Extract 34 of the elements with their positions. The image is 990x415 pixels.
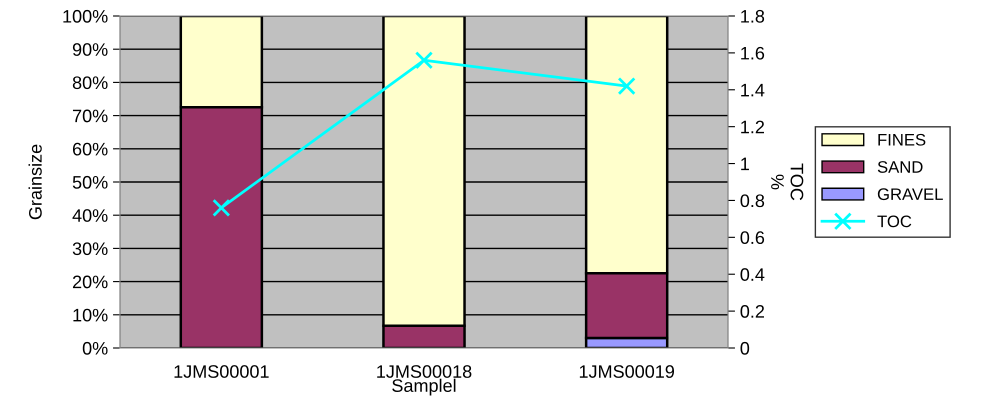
y-tick-label: 50%: [72, 176, 108, 189]
y-tick-label: 100%: [63, 10, 108, 23]
y-tick-label: 60%: [72, 142, 108, 156]
legend-label: SAND: [878, 161, 923, 173]
point: [414, 51, 434, 70]
y2-tick-label: 0.6: [740, 231, 764, 244]
y-axis-title: Grainsize: [28, 144, 42, 220]
y2-tick-label: 1: [741, 158, 749, 170]
y2-tick-label: 0: [740, 342, 750, 355]
legend-label: GRAVEL: [878, 188, 943, 200]
y2-axis-title: TOC %: [771, 164, 804, 200]
x-tick-label: 1JMS00019: [580, 365, 674, 378]
y-tick-label: 80%: [72, 76, 108, 90]
y2-tick-label: 0.2: [740, 305, 764, 318]
y2-tick-label: 0.4: [740, 268, 764, 281]
legend-label: FINES: [878, 134, 926, 146]
legend-label: TOC: [877, 215, 912, 228]
y2-tick-label: 1.6: [741, 46, 764, 60]
y-tick-label: 20%: [72, 276, 108, 288]
point: [618, 77, 636, 96]
y2-tick-label: 0.8: [740, 194, 764, 208]
point: [212, 198, 230, 217]
y-tick-label: 90%: [72, 43, 108, 56]
y-tick-label: 30%: [72, 242, 108, 256]
y-tick-label: 40%: [72, 209, 108, 222]
y-tick-label: 70%: [72, 110, 108, 122]
x-tick-label: 1JMS00018: [377, 365, 472, 378]
y2-tick-label: 1.2: [741, 120, 764, 134]
x-axis-title: Samplel: [392, 378, 456, 396]
y-tick-label: 0%: [82, 342, 108, 355]
x-tick-label: 1JMS00001: [174, 365, 269, 378]
y-tick-label: 10%: [73, 308, 108, 322]
y2-tick-label: 1.4: [741, 84, 764, 96]
y2-tick-label: 1.8: [741, 10, 764, 23]
